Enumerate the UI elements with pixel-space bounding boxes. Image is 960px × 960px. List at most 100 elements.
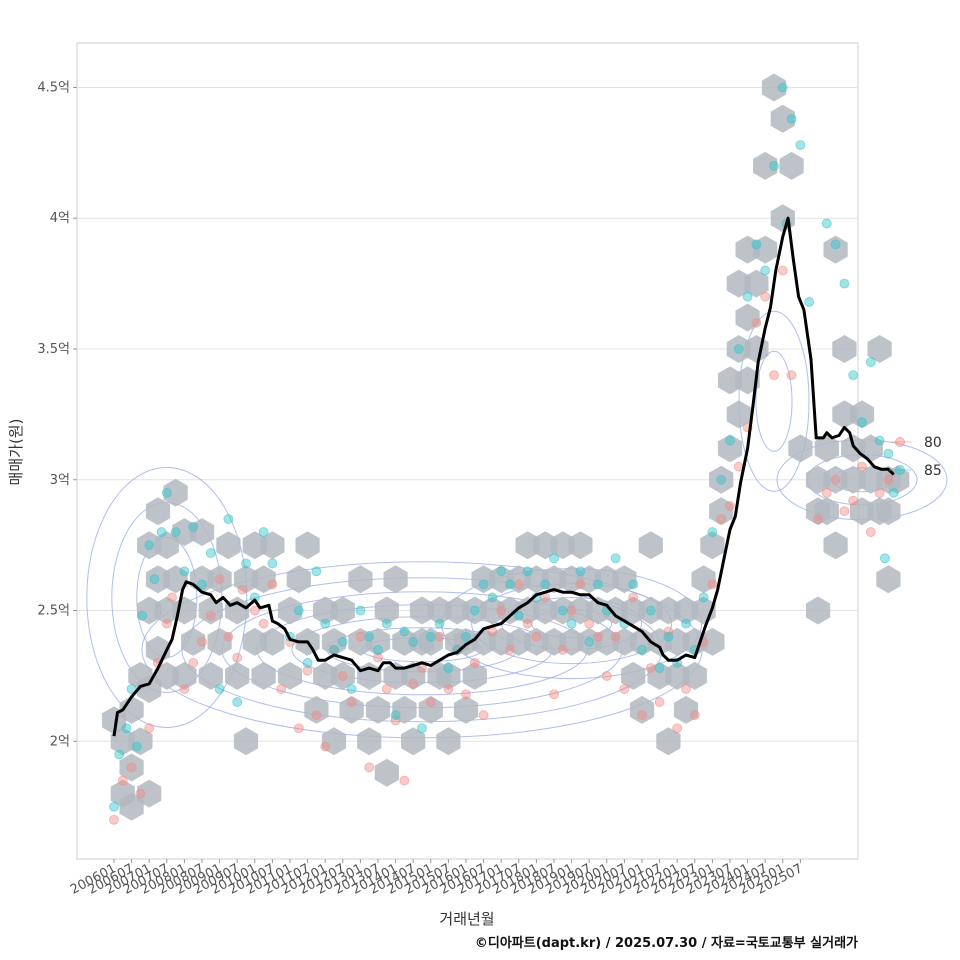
point-80-29 — [364, 762, 375, 773]
point-80-21 — [293, 723, 304, 734]
point-80-24 — [320, 741, 331, 752]
point-85-46 — [496, 566, 507, 577]
contour-2-2 — [86, 466, 248, 728]
point-85-15 — [214, 684, 225, 694]
point-80-66 — [689, 710, 700, 721]
point-80-53 — [575, 579, 586, 590]
point-85-18 — [241, 558, 251, 569]
point-85-72 — [725, 435, 735, 446]
hex-cell-52 — [330, 596, 355, 625]
point-85-8 — [156, 527, 167, 537]
point-80-22 — [302, 665, 313, 676]
hex-cell-160 — [832, 335, 857, 363]
point-85-71 — [716, 474, 727, 485]
point-85-21 — [267, 558, 278, 569]
point-85-86 — [848, 370, 859, 381]
hex-cell-136 — [726, 400, 751, 429]
point-85-91 — [888, 487, 899, 498]
point-85-5 — [137, 610, 148, 621]
point-85-42 — [461, 631, 471, 642]
point-80-47 — [522, 618, 533, 629]
point-85-87 — [857, 417, 867, 428]
hex-cell-39 — [260, 627, 285, 656]
hex-cell-31 — [225, 661, 250, 690]
hex-cell-121 — [656, 727, 681, 756]
legend-label-80: 80 — [924, 435, 942, 451]
hex-cell-170 — [876, 565, 901, 594]
point-85-88 — [865, 357, 876, 367]
point-85-47 — [505, 579, 515, 590]
point-85-2 — [121, 723, 132, 734]
point-80-56 — [601, 671, 612, 681]
hex-cell-14 — [145, 497, 171, 526]
hex-cell-42 — [277, 596, 303, 625]
point-85-34 — [390, 710, 401, 721]
point-85-52 — [549, 553, 559, 564]
point-85-9 — [161, 487, 172, 498]
point-85-49 — [522, 566, 533, 577]
point-85-84 — [830, 239, 841, 250]
point-80-6 — [161, 618, 172, 629]
point-85-85 — [839, 278, 850, 289]
hex-cell-78 — [453, 695, 479, 724]
point-85-0 — [109, 801, 119, 812]
point-85-54 — [566, 618, 577, 629]
point-85-28 — [337, 637, 348, 647]
points-80-series — [109, 265, 894, 825]
legend-label-85: 85 — [924, 463, 942, 479]
hex-cell-43 — [286, 565, 311, 594]
hex-cell-158 — [823, 235, 848, 264]
y-tick-label-4: 4억 — [50, 211, 70, 226]
point-85-51 — [540, 579, 551, 590]
point-85-31 — [364, 631, 375, 642]
hex-cell-134 — [717, 434, 743, 463]
hex-cell-66 — [401, 727, 426, 756]
point-85-75 — [751, 239, 762, 250]
legend-item-80[interactable]: 80 — [889, 435, 942, 451]
point-80-41 — [469, 657, 480, 668]
point-85-56 — [584, 637, 595, 647]
hex-cell-164 — [849, 400, 875, 429]
point-85-62 — [637, 644, 647, 655]
hex-cell-6 — [128, 727, 153, 756]
hex-cell-40 — [260, 531, 285, 560]
point-80-76 — [777, 265, 788, 276]
hex-cell-112 — [621, 661, 646, 690]
hex-cell-38 — [251, 565, 276, 594]
point-80-34 — [408, 678, 419, 689]
hex-cell-145 — [753, 235, 778, 264]
point-85-7 — [149, 574, 160, 585]
point-85-37 — [417, 723, 427, 734]
point-85-35 — [399, 626, 410, 637]
point-80-60 — [637, 710, 647, 721]
point-85-17 — [232, 697, 243, 707]
point-80-68 — [707, 579, 718, 590]
point-85-29 — [346, 684, 357, 694]
point-85-83 — [821, 218, 832, 229]
point-85-79 — [786, 113, 797, 124]
point-80-37 — [434, 631, 445, 642]
hex-cell-156 — [823, 531, 848, 560]
hex-cell-28 — [207, 627, 232, 656]
hex-cell-114 — [629, 695, 655, 724]
hex-cell-49 — [321, 727, 347, 756]
point-80-73 — [751, 317, 762, 328]
point-85-26 — [320, 618, 331, 629]
point-85-1 — [114, 749, 125, 760]
point-85-3 — [126, 684, 137, 694]
hex-cell-103 — [568, 531, 593, 560]
legend-item-85[interactable]: 85 — [889, 463, 942, 479]
point-80-57 — [610, 631, 621, 642]
point-85-14 — [205, 548, 216, 558]
hex-cell-29 — [207, 565, 232, 594]
point-80-12 — [214, 574, 225, 585]
point-80-81 — [839, 506, 850, 517]
y-tick-label-0: 2억 — [50, 734, 70, 749]
hex-cell-168 — [867, 335, 892, 363]
point-80-51 — [557, 644, 568, 655]
hex-cell-74 — [436, 727, 461, 756]
point-85-89 — [874, 435, 885, 446]
point-80-16 — [249, 605, 260, 616]
point-80-69 — [716, 514, 727, 524]
